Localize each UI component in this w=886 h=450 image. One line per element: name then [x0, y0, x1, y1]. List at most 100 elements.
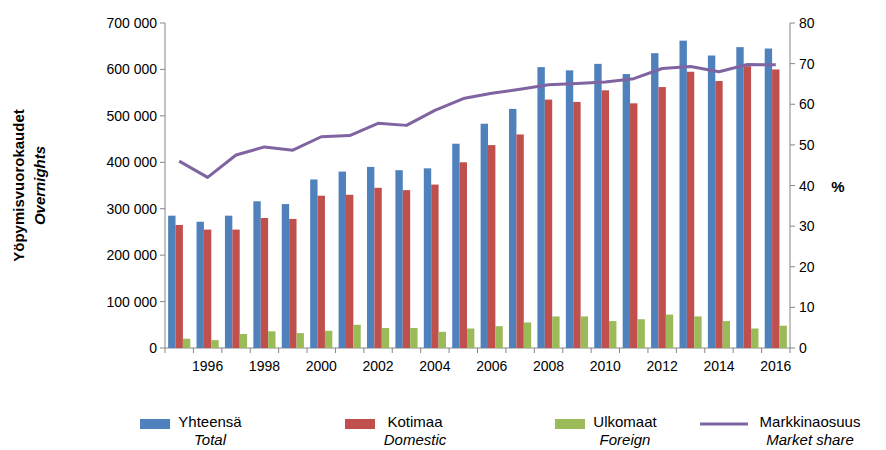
y-tick [160, 69, 165, 70]
x-tick [477, 348, 478, 353]
y2-tick-label: 0 [799, 340, 807, 356]
y-tick-label: 700 000 [106, 15, 157, 31]
bar [339, 172, 346, 348]
y2-tick [790, 226, 795, 227]
bar [176, 225, 183, 348]
bar [268, 331, 275, 348]
x-tick-label: 2010 [590, 358, 621, 374]
bar [679, 41, 686, 348]
y-tick-label: 200 000 [106, 247, 157, 263]
bar [744, 66, 751, 348]
legend-swatch [345, 419, 375, 429]
bar [715, 81, 722, 348]
legend-label: Ulkomaat [593, 413, 657, 430]
x-tick [307, 348, 308, 353]
bar [509, 109, 516, 348]
bar [736, 47, 743, 348]
legend-label-en: Market share [766, 431, 854, 448]
legend-label-en: Foreign [600, 431, 651, 448]
bar [297, 333, 304, 348]
x-tick-label: 2006 [476, 358, 507, 374]
y2-tick [790, 307, 795, 308]
x-tick [704, 348, 705, 353]
x-tick [591, 348, 592, 353]
bar [403, 190, 410, 348]
bar [367, 167, 374, 348]
y2-tick [790, 266, 795, 267]
x-tick [505, 348, 506, 353]
y-tick-label: 300 000 [106, 201, 157, 217]
bar [481, 124, 488, 348]
x-tick-label: 2008 [533, 358, 564, 374]
x-tick-label: 2004 [419, 358, 450, 374]
bar [183, 339, 190, 348]
bar [318, 196, 325, 348]
x-tick [278, 348, 279, 353]
bar [545, 100, 552, 348]
x-tick [392, 348, 393, 353]
bar [552, 316, 559, 348]
bar [460, 162, 467, 348]
y2-tick [790, 348, 795, 349]
bar [723, 321, 730, 348]
bar [410, 328, 417, 348]
bar [581, 316, 588, 348]
bar [651, 53, 658, 348]
x-tick [335, 348, 336, 353]
y2-tick-label: 50 [799, 137, 815, 153]
y-axis-line [165, 23, 166, 348]
legend-label: Kotimaa [387, 413, 443, 430]
bar [353, 325, 360, 348]
marks [168, 41, 787, 348]
chart: 0100 000200 000300 000400 000500 000600 … [0, 0, 886, 450]
x-tick [193, 348, 194, 353]
bar [168, 216, 175, 348]
bar [325, 331, 332, 348]
y-tick [160, 162, 165, 163]
bar [310, 179, 317, 348]
bar [637, 319, 644, 348]
bar [516, 134, 523, 348]
y-tick [160, 208, 165, 209]
bar [630, 103, 637, 348]
bar [708, 56, 715, 349]
bar [431, 185, 438, 348]
bar [566, 70, 573, 348]
bar [439, 332, 446, 348]
bar [495, 326, 502, 348]
y2-tick [790, 144, 795, 145]
bar [594, 64, 601, 348]
legend-swatch [555, 419, 585, 429]
legend-label: Markkinaosuus [760, 413, 861, 430]
x-tick-label: 2012 [647, 358, 678, 374]
y-axis-title: Yöpymisvuorokaudet [10, 109, 27, 262]
bar [602, 90, 609, 348]
x-tick-label: 1996 [192, 358, 223, 374]
y2-tick-label: 10 [799, 299, 815, 315]
x-tick [676, 348, 677, 353]
x-tick-label: 2000 [306, 358, 337, 374]
bar [537, 67, 544, 348]
bar [346, 195, 353, 348]
y-tick [160, 301, 165, 302]
bar [211, 340, 218, 348]
legend-label: Yhteensä [178, 413, 242, 430]
y-tick-label: 0 [149, 340, 157, 356]
x-tick [761, 348, 762, 353]
y2-tick-label: 40 [799, 178, 815, 194]
bar [772, 69, 779, 348]
x-tick-label: 1998 [249, 358, 280, 374]
bar [609, 321, 616, 348]
y2-tick [790, 63, 795, 64]
bar [658, 87, 665, 348]
legend-label-en: Domestic [384, 431, 447, 448]
bar [623, 74, 630, 348]
bar [197, 222, 204, 348]
bar [374, 188, 381, 348]
bar [573, 102, 580, 348]
y2-tick-label: 70 [799, 56, 815, 72]
y2-tick-label: 30 [799, 218, 815, 234]
y-tick [160, 115, 165, 116]
bar [225, 216, 232, 348]
bar [694, 316, 701, 348]
